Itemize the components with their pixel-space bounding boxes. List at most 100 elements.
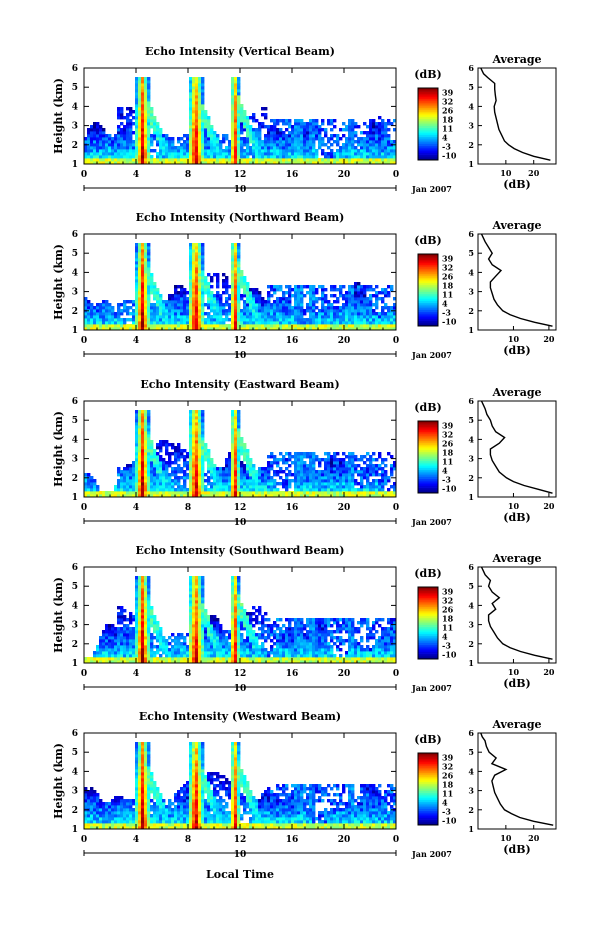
heatmap-cell <box>156 324 160 328</box>
heatmap-cell <box>177 479 181 483</box>
heatmap-cell <box>306 309 310 313</box>
heatmap-cell <box>141 155 145 159</box>
heatmap-cell <box>390 288 394 292</box>
heatmap-cell <box>306 470 310 474</box>
heatmap-cell <box>144 249 148 253</box>
heatmap-cell <box>381 288 385 292</box>
heatmap-cell <box>387 149 391 153</box>
heatmap-cell <box>360 140 364 144</box>
y-tick-label: 6 <box>72 397 78 407</box>
heatmap-cell <box>135 410 139 414</box>
heatmap-cell <box>249 494 253 498</box>
heatmap-cell <box>300 491 304 495</box>
heatmap-cell <box>144 455 148 459</box>
heatmap-cell <box>156 312 160 316</box>
panel-title: Echo Intensity (Northward Beam) <box>136 211 345 224</box>
heatmap-cell <box>363 312 367 316</box>
heatmap-cell <box>198 309 202 313</box>
heatmap-cell <box>189 83 193 87</box>
heatmap-cell <box>288 479 292 483</box>
heatmap-cell <box>117 143 121 147</box>
heatmap-cell <box>156 318 160 322</box>
heatmap-cell <box>207 294 211 298</box>
heatmap-cell <box>264 473 268 477</box>
heatmap-cell <box>381 119 385 123</box>
heatmap-cell <box>231 282 235 286</box>
heatmap-cell <box>351 494 355 498</box>
heatmap-cell <box>171 312 175 316</box>
heatmap-cell <box>312 315 316 319</box>
heatmap-cell <box>120 627 124 631</box>
heatmap-cell <box>246 461 250 465</box>
heatmap-cell <box>345 467 349 471</box>
heatmap-cell <box>246 282 250 286</box>
heatmap-cell <box>117 113 121 117</box>
heatmap-cell <box>234 488 238 492</box>
heatmap-cell <box>342 464 346 468</box>
heatmap-cell <box>204 443 208 447</box>
heatmap-cell <box>204 122 208 126</box>
heatmap-cell <box>348 464 352 468</box>
heatmap-cell <box>330 321 334 325</box>
heatmap-cell <box>114 324 118 328</box>
colorbar-swatch <box>418 149 438 152</box>
heatmap-cell <box>363 309 367 313</box>
heatmap-cell <box>147 285 151 289</box>
heatmap-cell <box>330 158 334 162</box>
heatmap-cell <box>96 324 100 328</box>
heatmap-cell <box>123 485 127 489</box>
heatmap-cell <box>252 327 256 331</box>
heatmap-cell <box>162 479 166 483</box>
heatmap-cell <box>240 491 244 495</box>
heatmap-cell <box>123 309 127 313</box>
heatmap-cell <box>330 285 334 289</box>
heatmap-cell <box>186 303 190 307</box>
heatmap-cell <box>144 270 148 274</box>
heatmap-cell <box>264 134 268 138</box>
heatmap-cell <box>378 473 382 477</box>
panel-4: Echo Intensity (Southward Beam)0 4 8 12 16 20… <box>52 544 557 694</box>
heatmap-cell <box>273 309 277 313</box>
heatmap-cell <box>252 119 256 123</box>
heatmap-cell <box>375 321 379 325</box>
heatmap-cell <box>351 300 355 304</box>
heatmap-cell <box>93 152 97 156</box>
heatmap-cell <box>255 152 259 156</box>
heatmap-cell <box>207 131 211 135</box>
heatmap-cell <box>348 149 352 153</box>
heatmap-cell <box>231 327 235 331</box>
heatmap-cell <box>198 306 202 310</box>
heatmap-cell <box>135 416 139 420</box>
heatmap-cell <box>210 158 214 162</box>
colorbar-swatch <box>418 309 438 312</box>
heatmap-cell <box>138 413 142 417</box>
colorbar-swatch <box>418 113 438 116</box>
heatmap-cell <box>372 458 376 462</box>
heatmap-cell <box>273 303 277 307</box>
heatmap-cell <box>348 455 352 459</box>
heatmap-cell <box>195 243 199 247</box>
heatmap-cell <box>384 470 388 474</box>
heatmap-cell <box>192 461 196 465</box>
heatmap-cell <box>216 282 220 286</box>
heatmap-cell <box>288 485 292 489</box>
heatmap-cell <box>120 113 124 117</box>
heatmap-cell <box>141 161 145 165</box>
heatmap-cell <box>291 455 295 459</box>
heatmap-cell <box>99 312 103 316</box>
heatmap-cell <box>345 152 349 156</box>
heatmap-cell <box>159 491 163 495</box>
heatmap-cell <box>135 419 139 423</box>
heatmap-cell <box>201 101 205 105</box>
heatmap-cell <box>123 158 127 162</box>
heatmap-cell <box>330 327 334 331</box>
heatmap-cell <box>309 467 313 471</box>
heatmap-cell <box>276 152 280 156</box>
heatmap-cell <box>201 143 205 147</box>
heatmap-cell <box>330 470 334 474</box>
heatmap-cell <box>306 131 310 135</box>
heatmap-cell <box>120 158 124 162</box>
heatmap-cell <box>144 473 148 477</box>
heatmap-cell <box>201 494 205 498</box>
